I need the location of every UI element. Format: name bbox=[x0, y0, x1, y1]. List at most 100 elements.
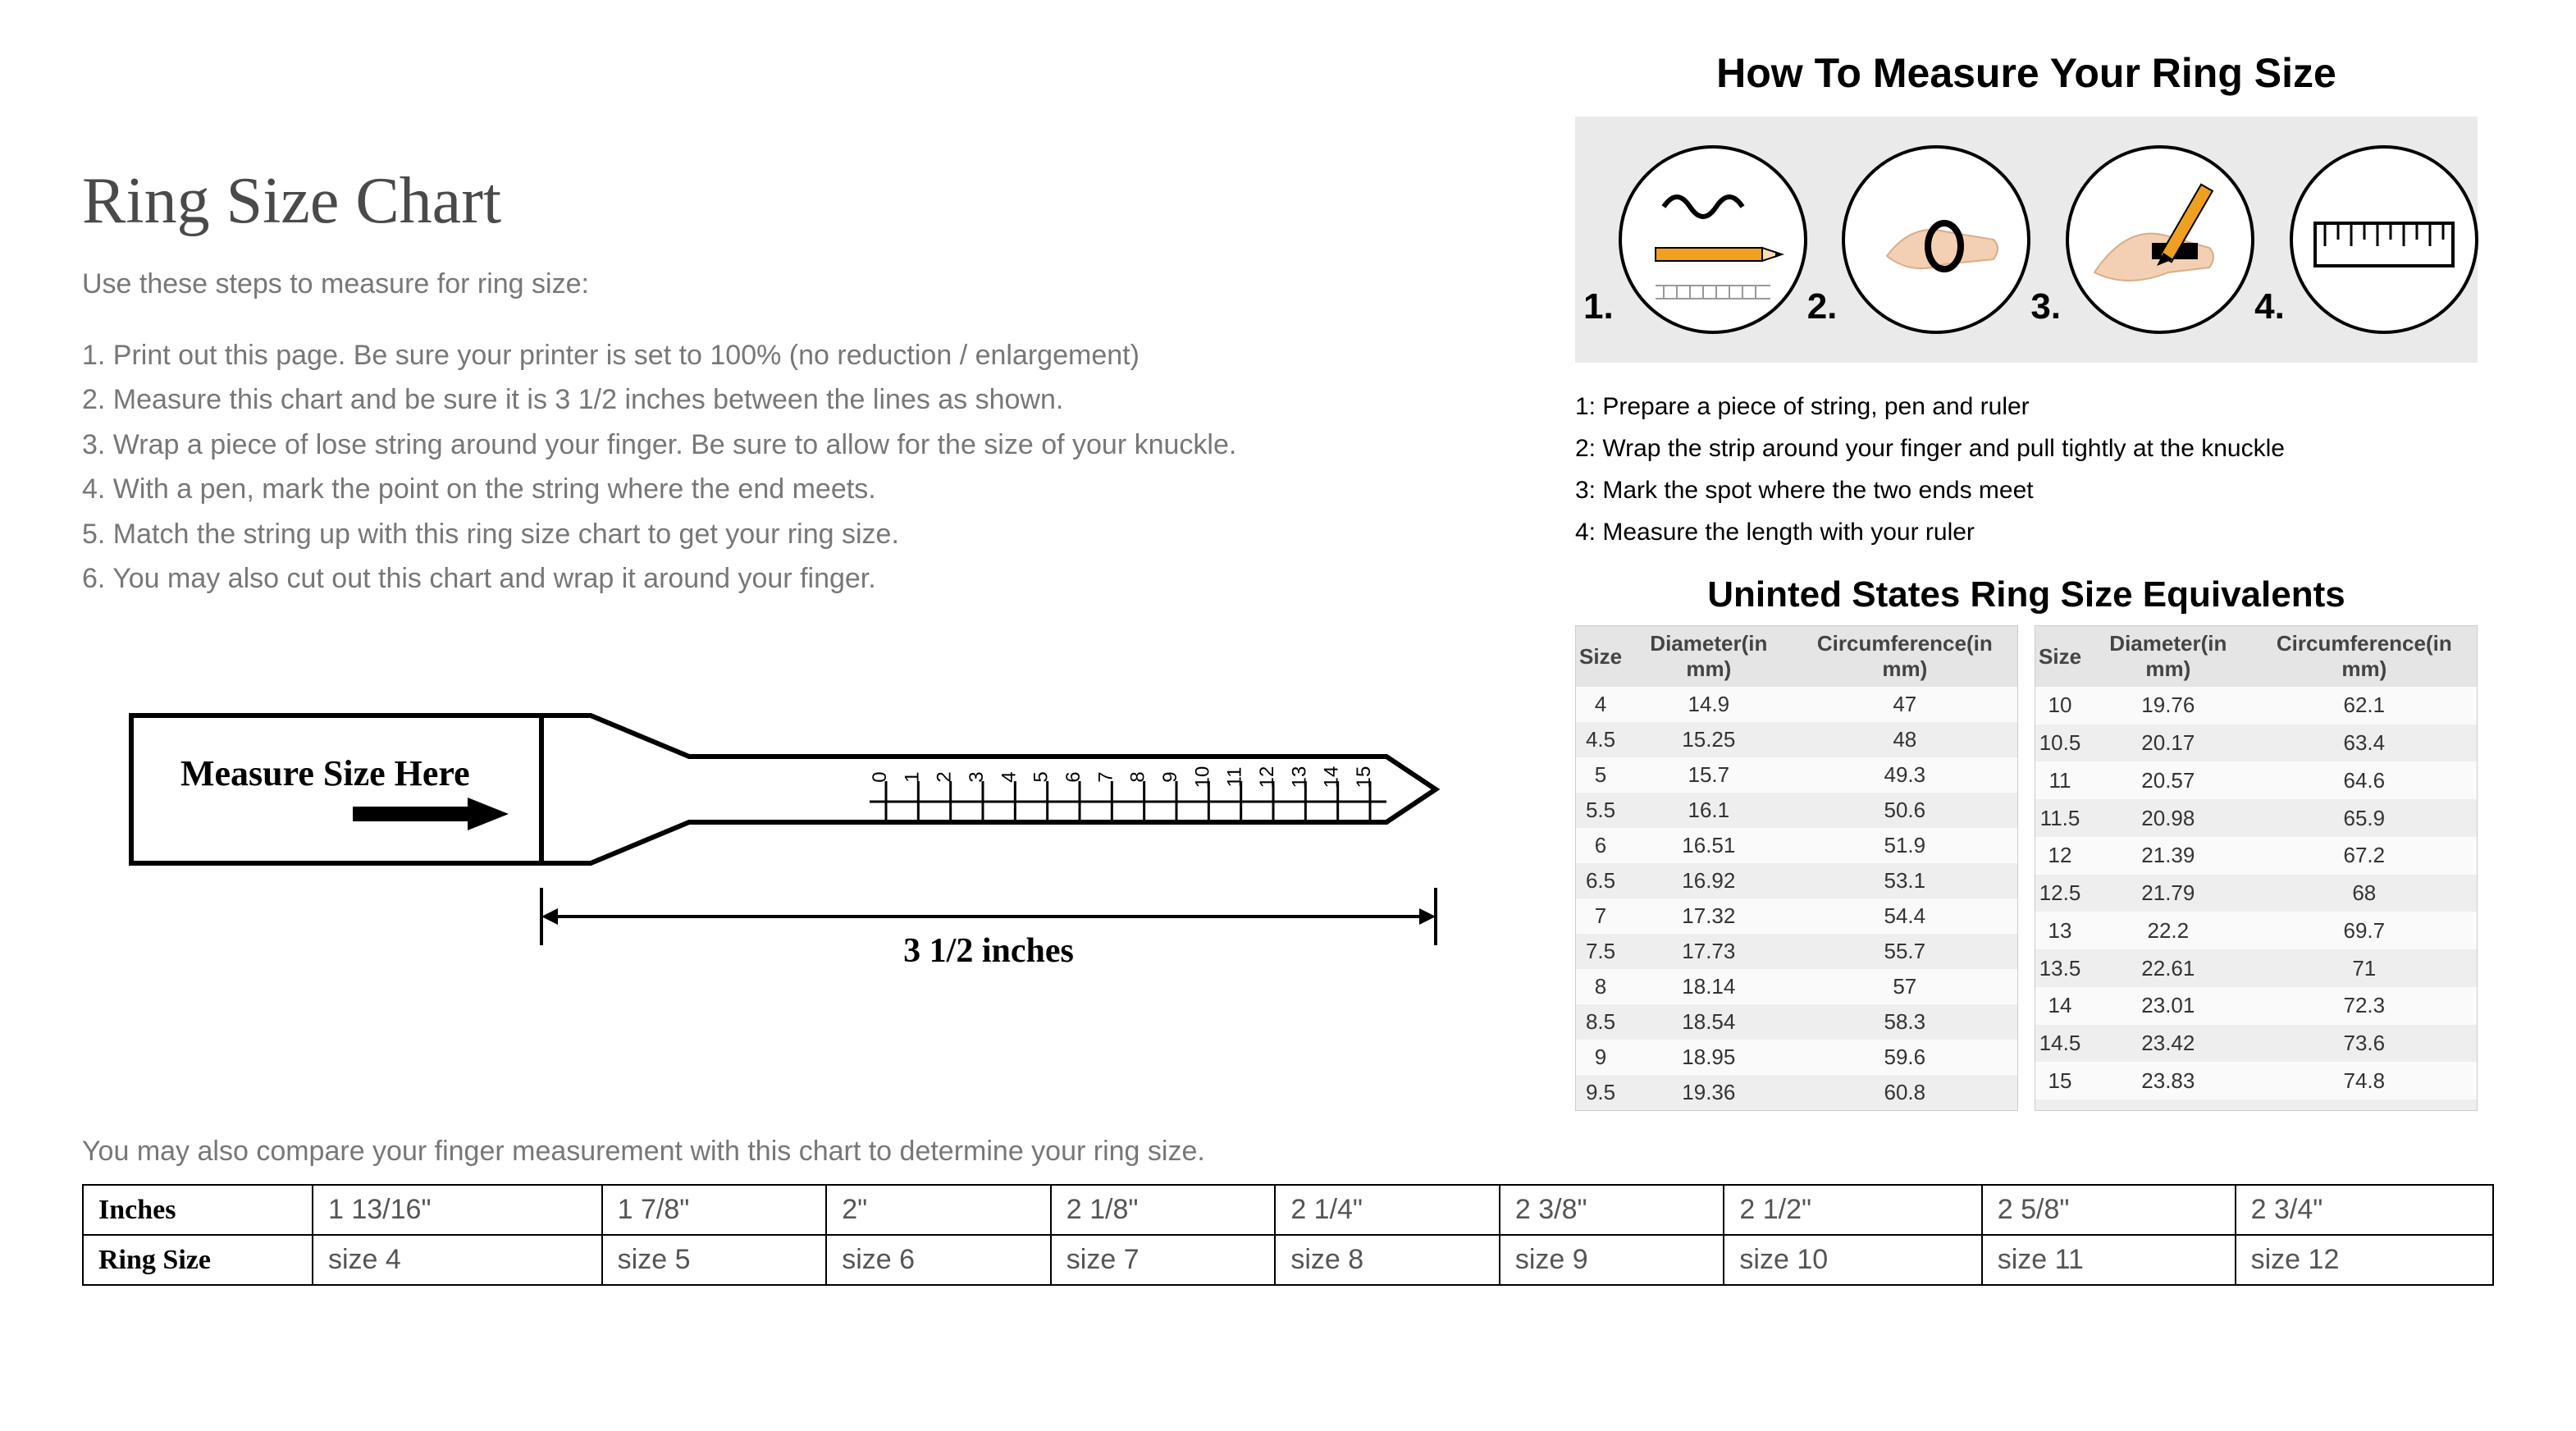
table-cell: 21.79 bbox=[2085, 875, 2252, 912]
step-circle-3 bbox=[2066, 145, 2254, 334]
step-number: 4. bbox=[2254, 286, 2285, 327]
table-cell: 2 1/2" bbox=[1724, 1185, 1981, 1235]
list-item: 1: Prepare a piece of string, pen and ru… bbox=[1575, 386, 2478, 427]
table-cell: 2 1/8" bbox=[1051, 1185, 1276, 1235]
compare-note: You may also compare your finger measure… bbox=[82, 1136, 2494, 1168]
table-cell: 20.17 bbox=[2085, 725, 2252, 762]
table-cell: 8 bbox=[1576, 969, 1626, 1004]
string-pen-ruler-icon bbox=[1631, 158, 1795, 322]
table-cell: 16.51 bbox=[1625, 828, 1793, 863]
table-cell: 22.2 bbox=[2085, 912, 2252, 949]
table-cell: 1 13/16" bbox=[313, 1185, 602, 1235]
table-cell: 12.5 bbox=[2035, 875, 2085, 912]
list-item: 2: Wrap the strip around your finger and… bbox=[1575, 427, 2478, 469]
table-cell: 2 5/8" bbox=[1982, 1185, 2236, 1235]
table-row: 818.1457 bbox=[1576, 969, 2018, 1004]
table-cell: 72.3 bbox=[2252, 987, 2478, 1025]
svg-text:1: 1 bbox=[901, 772, 923, 783]
list-item: 4. With a pen, mark the point on the str… bbox=[82, 467, 1493, 511]
table-cell: 68 bbox=[2252, 875, 2478, 912]
step-number: 2. bbox=[1807, 286, 1838, 327]
table-cell: 2 3/4" bbox=[2236, 1185, 2493, 1235]
table-cell: 17.32 bbox=[1625, 898, 1793, 934]
svg-text:4: 4 bbox=[998, 772, 1020, 783]
table-cell: 74.8 bbox=[2252, 1062, 2478, 1100]
table-cell bbox=[2252, 1100, 2478, 1110]
table-cell: size 4 bbox=[313, 1235, 602, 1285]
table-row: 515.749.3 bbox=[1576, 757, 2018, 793]
measure-label: Measure Size Here bbox=[180, 753, 470, 793]
table-cell: 19.76 bbox=[2085, 687, 2252, 725]
table-cell: 5.5 bbox=[1576, 793, 1626, 828]
table-cell: 9.5 bbox=[1576, 1075, 1626, 1111]
svg-text:14: 14 bbox=[1321, 766, 1343, 789]
table-cell: 67.2 bbox=[2252, 837, 2478, 875]
table-cell: 13 bbox=[2035, 912, 2085, 949]
table-cell: 62.1 bbox=[2252, 687, 2478, 725]
table-cell: 48 bbox=[1793, 722, 2018, 757]
table-row: 1523.8374.8 bbox=[2035, 1062, 2478, 1100]
table-cell: 5 bbox=[1576, 757, 1626, 793]
equiv-title: Uninted States Ring Size Equivalents bbox=[1707, 574, 2345, 615]
howto-title: How To Measure Your Ring Size bbox=[1716, 49, 2336, 97]
table-cell: 2 1/4" bbox=[1275, 1185, 1500, 1235]
svg-text:7: 7 bbox=[1094, 772, 1117, 783]
table-cell: 13.5 bbox=[2035, 949, 2085, 987]
step-number: 1. bbox=[1583, 286, 1614, 327]
table-cell: 15.25 bbox=[1625, 722, 1793, 757]
table-cell: size 7 bbox=[1051, 1235, 1276, 1285]
table-row: 1322.269.7 bbox=[2035, 912, 2478, 949]
table-cell: size 8 bbox=[1275, 1235, 1500, 1285]
table-cell: 7 bbox=[1576, 898, 1626, 934]
table-cell: 14.9 bbox=[1625, 687, 1793, 722]
table-cell: 14 bbox=[2035, 987, 2085, 1025]
list-item: 6. You may also cut out this chart and w… bbox=[82, 556, 1493, 601]
table-cell bbox=[2085, 1100, 2252, 1110]
table-cell: size 6 bbox=[826, 1235, 1051, 1285]
table-row: 12.521.7968 bbox=[2035, 875, 2478, 912]
table-cell: 18.14 bbox=[1625, 969, 1793, 1004]
table-cell: 15.7 bbox=[1625, 757, 1793, 793]
table-row: 5.516.150.6 bbox=[1576, 793, 2018, 828]
table-row: 11.520.9865.9 bbox=[2035, 799, 2478, 837]
mark-spot-icon bbox=[2078, 158, 2242, 322]
table-cell: 11.5 bbox=[2035, 799, 2085, 837]
table-row: 13.522.6171 bbox=[2035, 949, 2478, 987]
table-cell: 9 bbox=[1576, 1040, 1626, 1075]
col-diameter: Diameter(in mm) bbox=[1625, 626, 1793, 688]
col-circ: Circumference(in mm) bbox=[2252, 626, 2478, 688]
table-row: Inches 1 13/16" 1 7/8" 2" 2 1/8" 2 1/4" … bbox=[83, 1185, 2493, 1235]
table-cell: 17.73 bbox=[1625, 934, 1793, 969]
svg-text:13: 13 bbox=[1288, 766, 1310, 789]
intro-text: Use these steps to measure for ring size… bbox=[82, 268, 1493, 300]
step-number: 3. bbox=[2030, 286, 2061, 327]
table-row: 1120.5764.6 bbox=[2035, 761, 2478, 799]
table-cell: 60.8 bbox=[1793, 1075, 2018, 1111]
list-item: 5. Match the string up with this ring si… bbox=[82, 512, 1493, 556]
table-row: 6.516.9253.1 bbox=[1576, 863, 2018, 898]
table-cell: 71 bbox=[2252, 949, 2478, 987]
table-row: 9.519.3660.8 bbox=[1576, 1075, 2018, 1111]
svg-text:12: 12 bbox=[1256, 766, 1278, 789]
table-cell: 58.3 bbox=[1793, 1004, 2018, 1040]
table-cell: 73.6 bbox=[2252, 1025, 2478, 1063]
table-cell: size 10 bbox=[1724, 1235, 1981, 1285]
table-row: 918.9559.6 bbox=[1576, 1040, 2018, 1075]
svg-text:15: 15 bbox=[1353, 766, 1375, 789]
table-cell: 65.9 bbox=[2252, 799, 2478, 837]
table-cell: size 11 bbox=[1982, 1235, 2236, 1285]
howto-steps: 1: Prepare a piece of string, pen and ru… bbox=[1575, 386, 2478, 553]
table-cell: 53.1 bbox=[1793, 863, 2018, 898]
list-item: 2. Measure this chart and be sure it is … bbox=[82, 377, 1493, 422]
table-cell: 2 3/8" bbox=[1500, 1185, 1724, 1235]
left-steps-list: 1. Print out this page. Be sure your pri… bbox=[82, 333, 1493, 601]
table-cell: 6.5 bbox=[1576, 863, 1626, 898]
table-cell: 4.5 bbox=[1576, 722, 1626, 757]
list-item: 3. Wrap a piece of lose string around yo… bbox=[82, 423, 1493, 467]
list-item: 3: Mark the spot where the two ends meet bbox=[1575, 469, 2478, 511]
svg-text:10: 10 bbox=[1191, 766, 1213, 789]
step-circle-4 bbox=[2290, 145, 2478, 334]
table-cell: 22.61 bbox=[2085, 949, 2252, 987]
svg-text:2: 2 bbox=[934, 772, 956, 783]
table-cell: 59.6 bbox=[1793, 1040, 2018, 1075]
